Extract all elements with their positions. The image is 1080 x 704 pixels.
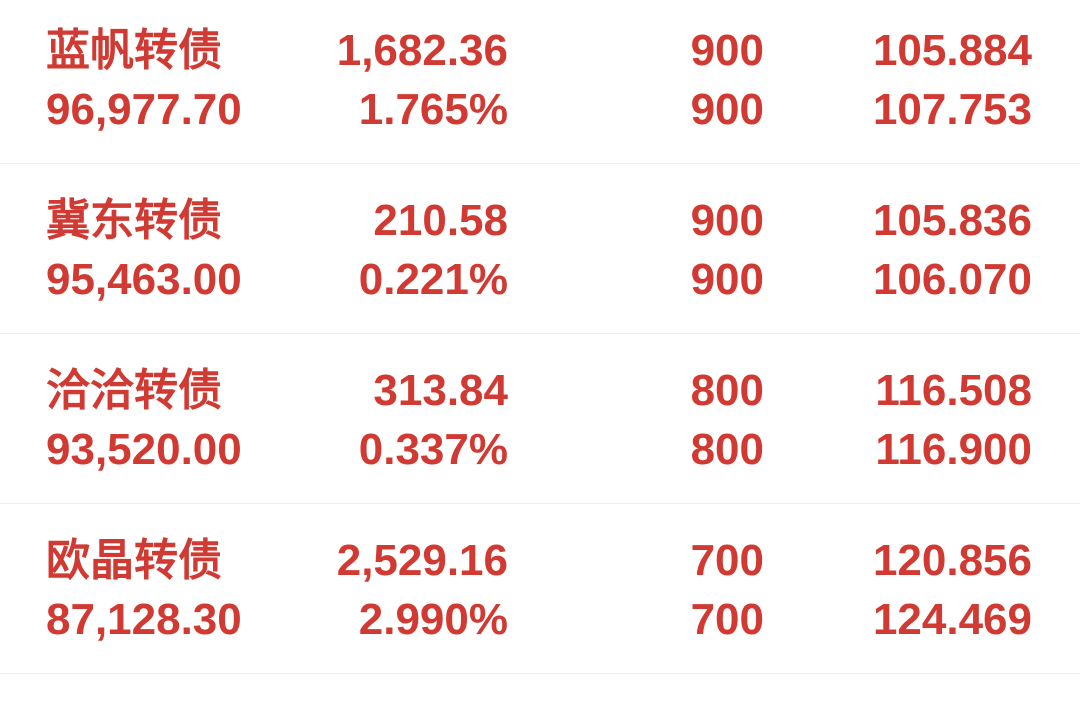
- current-price: 107.753: [872, 85, 1032, 134]
- holding-quantity: 900: [690, 196, 764, 245]
- cost-price: 116.508: [875, 366, 1032, 415]
- holdings-list: 蓝帆转债 1,682.36 900 105.884 96,977.70 1.76…: [0, 0, 1080, 674]
- row-line-primary: 蓝帆转债 1,682.36 900 105.884: [46, 21, 1032, 80]
- table-row[interactable]: 欧晶转债 2,529.16 700 120.856 87,128.30 2.99…: [0, 504, 1080, 674]
- bond-name: 冀东转债: [46, 196, 222, 245]
- available-quantity: 900: [690, 255, 764, 304]
- row-line-secondary: 95,463.00 0.221% 900 106.070: [46, 250, 1032, 309]
- row-line-secondary: 87,128.30 2.990% 700 124.469: [46, 590, 1032, 649]
- profit-amount: 2,529.16: [336, 536, 508, 585]
- cost-price: 120.856: [872, 536, 1032, 585]
- profit-percent: 0.221%: [358, 255, 508, 304]
- profit-percent: 2.990%: [358, 595, 508, 644]
- available-quantity: 900: [690, 85, 764, 134]
- profit-amount: 1,682.36: [336, 26, 508, 75]
- market-value: 96,977.70: [46, 85, 242, 134]
- available-quantity: 700: [690, 595, 764, 644]
- profit-amount: 210.58: [373, 196, 508, 245]
- current-price: 116.900: [875, 425, 1032, 474]
- holding-quantity: 700: [690, 536, 764, 585]
- current-price: 124.469: [872, 595, 1032, 644]
- profit-percent: 0.337%: [358, 425, 508, 474]
- cost-price: 105.884: [872, 26, 1032, 75]
- profit-percent: 1.765%: [358, 85, 508, 134]
- market-value: 87,128.30: [46, 595, 242, 644]
- row-line-primary: 欧晶转债 2,529.16 700 120.856: [46, 531, 1032, 590]
- row-line-primary: 洽洽转债 313.84 800 116.508: [46, 361, 1032, 420]
- holding-quantity: 800: [690, 366, 764, 415]
- row-line-primary: 冀东转债 210.58 900 105.836: [46, 191, 1032, 250]
- current-price: 106.070: [872, 255, 1032, 304]
- table-row[interactable]: 冀东转债 210.58 900 105.836 95,463.00 0.221%…: [0, 164, 1080, 334]
- bond-name: 洽洽转债: [46, 366, 222, 415]
- profit-amount: 313.84: [373, 366, 508, 415]
- market-value: 95,463.00: [46, 255, 242, 304]
- market-value: 93,520.00: [46, 425, 242, 474]
- holding-quantity: 900: [690, 26, 764, 75]
- bond-name: 蓝帆转债: [46, 26, 222, 75]
- available-quantity: 800: [690, 425, 764, 474]
- bond-name: 欧晶转债: [46, 536, 222, 585]
- row-line-secondary: 96,977.70 1.765% 900 107.753: [46, 80, 1032, 139]
- table-row[interactable]: 洽洽转债 313.84 800 116.508 93,520.00 0.337%…: [0, 334, 1080, 504]
- cost-price: 105.836: [872, 196, 1032, 245]
- row-line-secondary: 93,520.00 0.337% 800 116.900: [46, 420, 1032, 479]
- table-row[interactable]: 蓝帆转债 1,682.36 900 105.884 96,977.70 1.76…: [0, 0, 1080, 164]
